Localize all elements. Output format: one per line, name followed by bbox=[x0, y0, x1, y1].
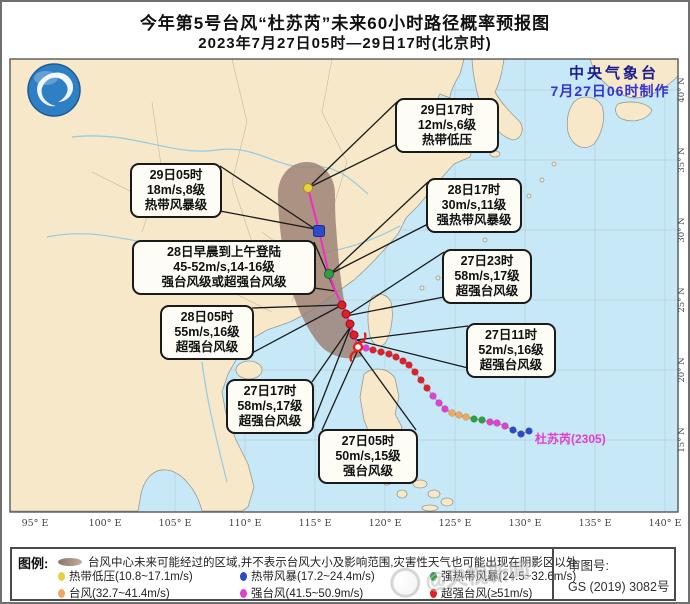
svg-text:115° E: 115° E bbox=[299, 518, 332, 529]
super-typhoon-dot bbox=[430, 589, 437, 598]
forecast-track bbox=[303, 183, 359, 348]
svg-text:40° N: 40° N bbox=[677, 77, 687, 103]
svg-text:20° N: 20° N bbox=[677, 357, 687, 383]
cma-logo bbox=[27, 63, 81, 117]
legend-item: 强台风(41.5~50.9m/s) bbox=[240, 585, 363, 601]
svg-text:100° E: 100° E bbox=[89, 518, 122, 529]
hainan-island bbox=[235, 360, 263, 380]
callout-28d05h: 28日05时 55m/s,16级 超强台风级 bbox=[160, 305, 254, 360]
title-line-1: 今年第5号台风“杜苏芮”未来60小时路径概率预报图 bbox=[139, 14, 551, 33]
leader-lines bbox=[219, 101, 469, 431]
tropical-storm-dot bbox=[240, 572, 247, 581]
svg-text:125° E: 125° E bbox=[439, 518, 472, 529]
callout-27d05h: 27日05时 50m/s,15级 强台风级 bbox=[318, 429, 418, 484]
legend-item: 超强台风(≥51m/s) bbox=[430, 585, 532, 601]
callout-landfall: 28日早晨到上午登陆 45-52m/s,14-16级 强台风级或超强台风级 bbox=[132, 240, 316, 295]
taiwan-island bbox=[367, 293, 393, 347]
svg-text:105° E: 105° E bbox=[159, 518, 192, 529]
shadow-region-icon bbox=[58, 558, 82, 566]
svg-text:15° N: 15° N bbox=[677, 427, 687, 453]
historical-track bbox=[357, 344, 533, 438]
callout-29d17h: 29日17时 12m/s,6级 热带低压 bbox=[395, 98, 499, 153]
legend-title: 图例: bbox=[18, 556, 49, 571]
svg-text:130° E: 130° E bbox=[509, 518, 542, 529]
svg-text:120° E: 120° E bbox=[369, 518, 402, 529]
storm-name-label: 杜苏芮(2305) bbox=[535, 431, 606, 446]
tropical-depression-dot bbox=[58, 572, 65, 581]
svg-text:35° N: 35° N bbox=[677, 147, 687, 173]
lat-axis-labels: 40° N 35° N 30° N 25° N 20° N 15° N bbox=[677, 77, 687, 453]
issue-time: 7月27日06时制作 bbox=[550, 83, 670, 99]
callout-27d17h: 27日17时 58m/s,17级 超强台风级 bbox=[226, 379, 314, 434]
callout-29d05h: 29日05时 18m/s,8级 热带风暴级 bbox=[130, 163, 222, 218]
callout-28d17h: 28日17时 30m/s,11级 强热带风暴级 bbox=[426, 178, 522, 233]
svg-text:30° N: 30° N bbox=[677, 217, 687, 243]
legend-box: 图例: 台风中心未来可能经过的区域,并不表示台风大小及影响范围,灾害性天气也可能… bbox=[10, 547, 676, 601]
svg-text:110° E: 110° E bbox=[229, 518, 262, 529]
callout-27d11h: 27日11时 52m/s,16级 超强台风级 bbox=[466, 323, 556, 378]
typhoon-icon bbox=[349, 332, 367, 362]
legend-item: 热带风暴(17.2~24.4m/s) bbox=[240, 568, 375, 584]
svg-text:140° E: 140° E bbox=[649, 518, 682, 529]
approval-label: 审图号: bbox=[568, 559, 609, 573]
map-frame bbox=[9, 58, 679, 513]
agency-name: 中央气象台 bbox=[568, 65, 659, 82]
legend-item: 台风(32.7~41.4m/s) bbox=[58, 585, 170, 601]
lon-axis-labels: 95° E 100° E 105° E 110° E 115° E 120° E… bbox=[22, 518, 682, 529]
legend-note: 台风中心未来可能经过的区域,并不表示台风大小及影响范围,灾害性天气也可能出现在阴… bbox=[88, 557, 578, 569]
japan-honshu bbox=[589, 58, 679, 99]
typhoon-dot bbox=[58, 589, 65, 598]
svg-text:135° E: 135° E bbox=[579, 518, 612, 529]
severe-typhoon-dot bbox=[240, 589, 247, 598]
approval-section: 审图号: GS (2019) 3082号 bbox=[552, 549, 678, 599]
approval-number: GS (2019) 3082号 bbox=[568, 580, 670, 594]
legend-item: 热带低压(10.8~17.1m/s) bbox=[58, 568, 193, 584]
title-line-2: 2023年7月27日05时—29日17时(北京时) bbox=[198, 35, 492, 52]
svg-text:95° E: 95° E bbox=[22, 518, 49, 529]
svg-text:25° N: 25° N bbox=[677, 287, 687, 313]
japan-shikoku bbox=[615, 101, 653, 122]
callout-27d23h: 27日23时 58m/s,17级 超强台风级 bbox=[442, 249, 532, 304]
legend-item: 强热带风暴(24.5~32.6m/s) bbox=[430, 568, 576, 584]
severe-tropical-storm-dot bbox=[430, 572, 437, 581]
japan-kyushu bbox=[566, 96, 604, 148]
